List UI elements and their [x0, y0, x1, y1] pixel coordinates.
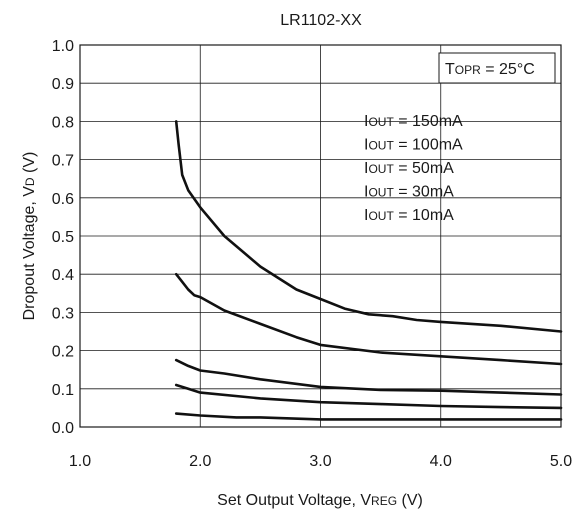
series-label: IOUT = 10mA — [364, 207, 454, 224]
y-tick-label: 0.2 — [52, 344, 74, 361]
series-label-prefix: I — [364, 137, 368, 154]
x-tick-label: 1.0 — [69, 453, 91, 470]
y-tick-label: 1.0 — [52, 38, 74, 55]
series-group — [174, 120, 563, 421]
plot-frame — [79, 44, 562, 428]
series-label-sub: OUT — [368, 209, 394, 223]
series-label-suffix: = 30mA — [394, 184, 454, 201]
series-line — [174, 120, 563, 333]
series-label: IOUT = 50mA — [364, 160, 454, 177]
series-label: IOUT = 150mA — [364, 113, 463, 130]
condition-box: TOPR = 25°C — [438, 52, 556, 84]
series-label-sub: OUT — [368, 139, 394, 153]
series-label-suffix: = 150mA — [394, 113, 463, 130]
condition-text: TOPR = 25°C — [445, 61, 535, 78]
y-tick-label: 0.7 — [52, 153, 74, 170]
y-axis-title-sub: D — [23, 177, 37, 186]
y-tick-label: 0.9 — [52, 76, 74, 93]
x-tick-label: 5.0 — [550, 453, 572, 470]
x-tick-labels: 1.0 2.0 3.0 4.0 5.0 — [69, 453, 572, 470]
condition-sub: OPR — [455, 63, 481, 77]
y-tick-label: 0.3 — [52, 305, 74, 322]
series-label-sub: OUT — [368, 162, 394, 176]
x-axis-title-main: Set Output Voltage, V — [217, 492, 371, 509]
condition-prefix: T — [445, 61, 455, 78]
series-label-suffix: = 50mA — [394, 160, 454, 177]
y-axis-title-unit: (V) — [21, 152, 38, 178]
series-label: IOUT = 100mA — [364, 137, 463, 154]
series-label-prefix: I — [364, 160, 368, 177]
series-label-prefix: I — [364, 184, 368, 201]
series-label-sub: OUT — [368, 115, 394, 129]
series-label: IOUT = 30mA — [364, 184, 454, 201]
series-label-suffix: = 10mA — [394, 207, 454, 224]
series-label-sub: OUT — [368, 186, 394, 200]
condition-suffix: = 25°C — [481, 61, 535, 78]
series-label-prefix: I — [364, 113, 368, 130]
grid — [80, 45, 561, 427]
series-label-prefix: I — [364, 207, 368, 224]
y-axis-title-main: Dropout Voltage, V — [21, 186, 38, 321]
x-axis-title-sub: REG — [371, 494, 397, 508]
x-tick-label: 2.0 — [189, 453, 211, 470]
y-tick-label: 0.8 — [52, 114, 74, 131]
x-tick-label: 4.0 — [430, 453, 452, 470]
series-line — [174, 358, 563, 396]
chart-title: LR1102-XX — [280, 12, 362, 29]
y-tick-label: 0.5 — [52, 229, 74, 246]
y-tick-label: 0.1 — [52, 382, 74, 399]
y-tick-label: 0.0 — [52, 420, 74, 437]
series-line — [174, 272, 563, 366]
y-tick-label: 0.6 — [52, 191, 74, 208]
series-label-suffix: = 100mA — [394, 137, 463, 154]
y-tick-labels: 0.0 0.1 0.2 0.3 0.4 0.5 0.6 0.7 0.8 0.9 1.0 — [52, 38, 74, 437]
x-axis-title-unit: (V) — [397, 492, 423, 509]
condition-box-frame — [438, 52, 556, 84]
x-tick-label: 3.0 — [309, 453, 331, 470]
y-tick-label: 0.4 — [52, 267, 74, 284]
x-axis-title: Set Output Voltage, VREG (V) — [217, 492, 423, 509]
series-line — [174, 412, 563, 421]
y-axis-title: Dropout Voltage, VD (V) — [21, 152, 38, 321]
series-line — [174, 383, 563, 410]
